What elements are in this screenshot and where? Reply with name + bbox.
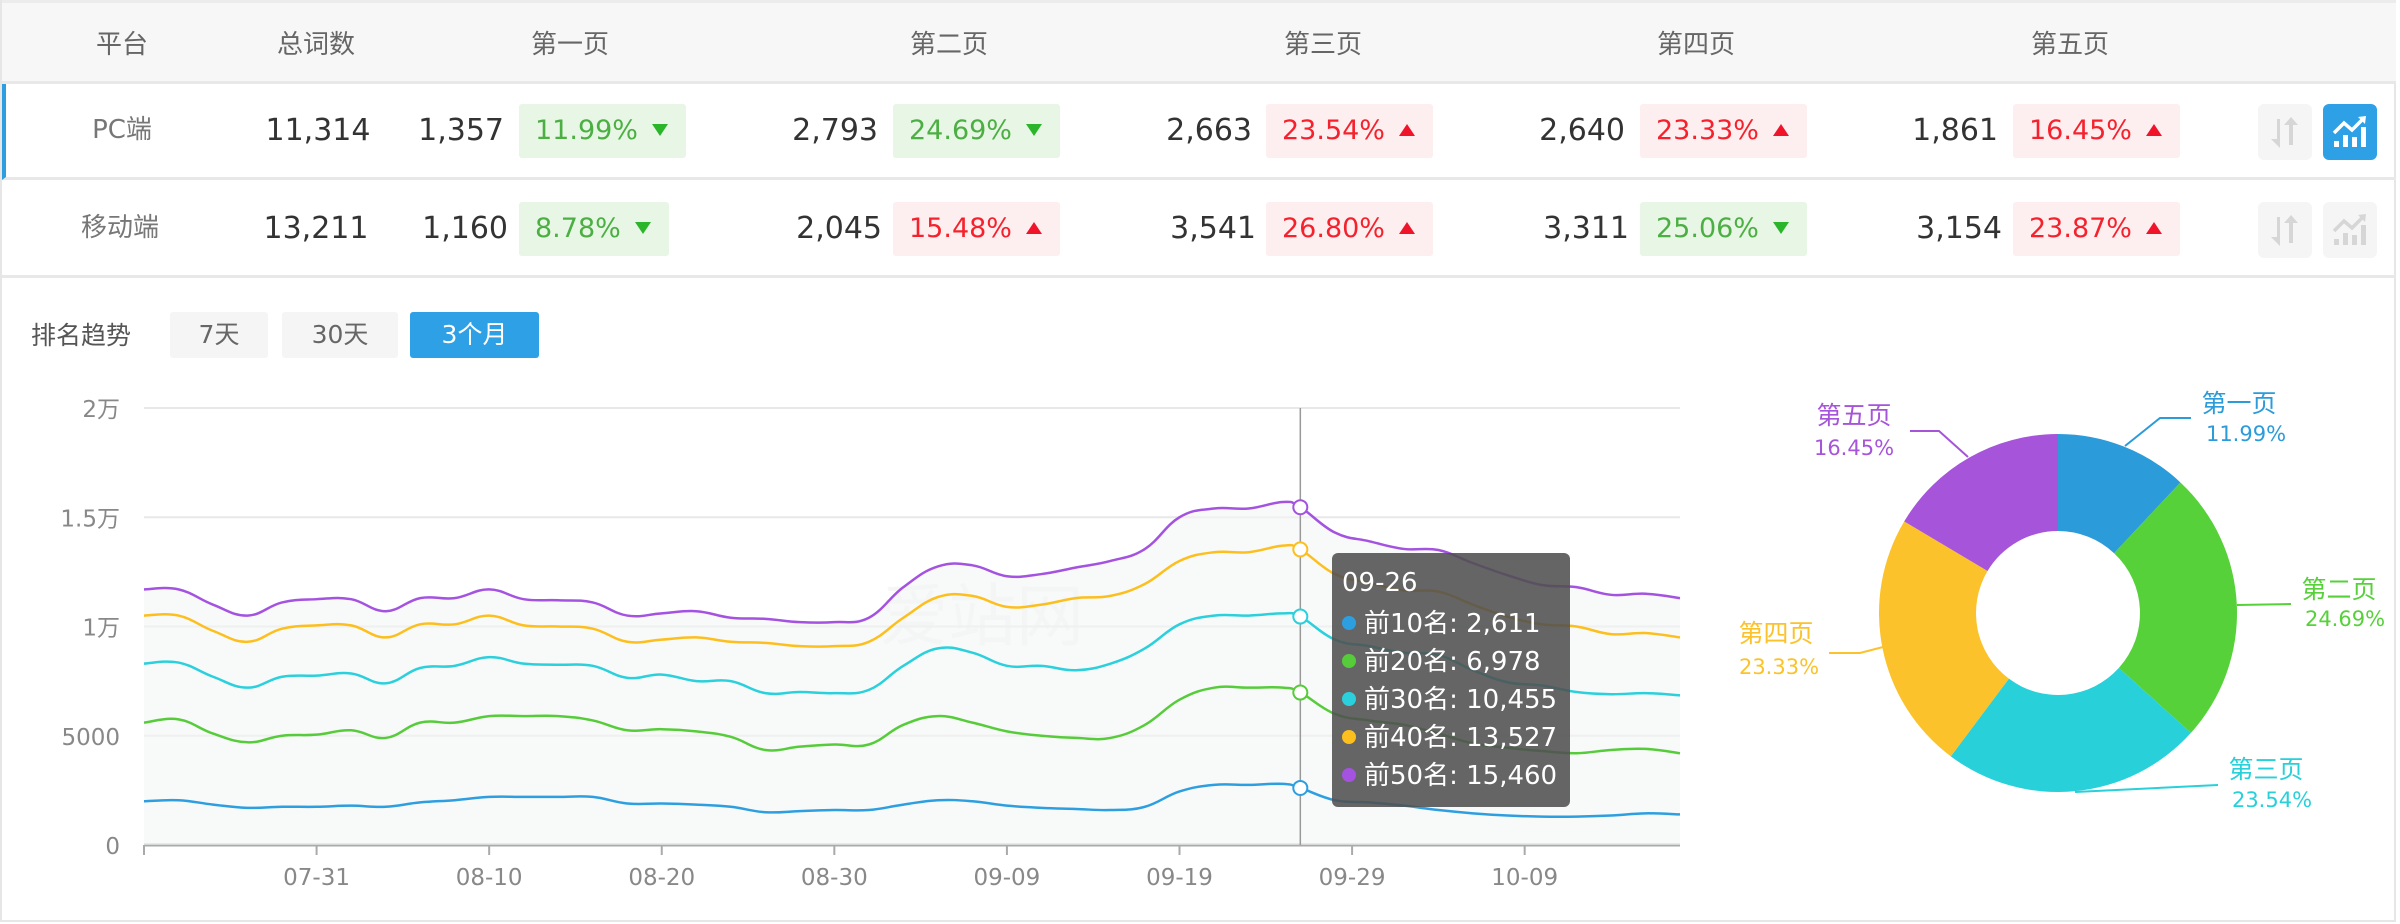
header-page4: 第四页 xyxy=(1656,30,1736,60)
series-dot-icon xyxy=(1342,653,1356,668)
pie-slice-percent: 24.69% xyxy=(2304,607,2386,631)
trend-title: 排名趋势 xyxy=(31,321,132,350)
percent-value: 16.45% xyxy=(2029,115,2132,146)
header-page2: 第二页 xyxy=(909,30,989,60)
page1-count: 1,357 xyxy=(418,113,504,148)
page5-percent-badge: 23.87% xyxy=(2013,202,2180,256)
header-page1: 第一页 xyxy=(530,30,610,60)
tooltip-item: 前10名: 2,611 xyxy=(1342,605,1560,643)
tooltip-value: 前40名: 13,527 xyxy=(1364,723,1558,753)
sort-arrows-icon xyxy=(2271,117,2298,148)
page4-percent-badge: 25.06% xyxy=(1640,202,1807,256)
pie-slice-percent: 23.54% xyxy=(2231,788,2313,812)
total-words-cell: 11,314 xyxy=(265,113,371,148)
series-dot-icon xyxy=(1342,615,1356,630)
pie-slice-percent: 16.45% xyxy=(1813,436,1895,460)
range-7days-button[interactable]: 7天 xyxy=(170,312,268,358)
pie-slice-percent: 23.33% xyxy=(1738,655,1820,679)
trend-chart-button[interactable] xyxy=(2323,202,2377,258)
pie-slice-name: 第二页 xyxy=(2301,575,2377,604)
triangle-up-icon xyxy=(1025,221,1042,234)
trend-chart-icon xyxy=(2332,116,2366,147)
page2-count: 2,793 xyxy=(792,113,878,148)
page1-percent-badge: 11.99% xyxy=(519,104,686,158)
tooltip-item: 前40名: 13,527 xyxy=(1342,719,1560,757)
tooltip-value: 前20名: 6,978 xyxy=(1364,647,1541,677)
page3-percent-badge: 23.54% xyxy=(1266,104,1433,158)
platform-cell: PC端 xyxy=(92,115,152,145)
chart-tooltip: 09-26 前10名: 2,611 前20名: 6,978 前30名: 10,455… xyxy=(1332,553,1570,807)
tooltip-item: 前20名: 6,978 xyxy=(1342,643,1560,681)
page1-count: 1,160 xyxy=(422,211,508,246)
page2-percent-badge: 15.48% xyxy=(893,202,1060,256)
triangle-up-icon xyxy=(2145,123,2162,136)
page5-count: 3,154 xyxy=(1916,211,2002,246)
series-dot-icon xyxy=(1342,767,1356,782)
page2-percent-badge: 24.69% xyxy=(893,104,1060,158)
triangle-down-icon xyxy=(634,221,651,234)
page5-count: 1,861 xyxy=(1912,113,1998,148)
sort-button[interactable] xyxy=(2258,104,2312,160)
table-row[interactable]: 移动端 13,211 1,160 8.78% 2,045 15.48% 3,541 26.80… xyxy=(2,182,2396,278)
triangle-down-icon xyxy=(651,123,668,136)
tooltip-value: 前50名: 15,460 xyxy=(1364,761,1558,791)
page3-count: 2,663 xyxy=(1166,113,1252,148)
page3-count: 3,541 xyxy=(1170,211,1256,246)
pie-slice-name: 第四页 xyxy=(1738,619,1814,648)
page3-percent-badge: 26.80% xyxy=(1266,202,1433,256)
pie-slice-name: 第五页 xyxy=(1816,401,1892,430)
percent-value: 15.48% xyxy=(909,213,1012,244)
triangle-up-icon xyxy=(1398,221,1415,234)
pie-slice-name: 第一页 xyxy=(2201,389,2277,418)
pie-slice-percent: 11.99% xyxy=(2205,422,2287,446)
page5-percent-badge: 16.45% xyxy=(2013,104,2180,158)
table-header: 平台 总词数 第一页 第二页 第三页 第四页 第五页 xyxy=(2,0,2396,84)
percent-value: 23.54% xyxy=(1282,115,1385,146)
percent-value: 23.87% xyxy=(2029,213,2132,244)
series-dot-icon xyxy=(1342,729,1356,744)
sort-button[interactable] xyxy=(2258,202,2312,258)
header-page3: 第三页 xyxy=(1283,30,1363,60)
header-total: 总词数 xyxy=(276,30,356,60)
triangle-up-icon xyxy=(2145,221,2162,234)
page4-count: 3,311 xyxy=(1543,211,1629,246)
percent-value: 8.78% xyxy=(535,213,621,244)
header-platform: 平台 xyxy=(95,30,149,60)
tooltip-value: 前10名: 2,611 xyxy=(1364,609,1541,639)
page4-count: 2,640 xyxy=(1539,113,1625,148)
total-words-cell: 13,211 xyxy=(263,211,369,246)
trend-chart-icon xyxy=(2332,214,2366,245)
platform-cell: 移动端 xyxy=(80,213,160,243)
page4-percent-badge: 23.33% xyxy=(1640,104,1807,158)
triangle-down-icon xyxy=(1772,221,1789,234)
header-page5: 第五页 xyxy=(2030,30,2110,60)
percent-value: 24.69% xyxy=(909,115,1012,146)
page2-count: 2,045 xyxy=(796,211,882,246)
percent-value: 23.33% xyxy=(1656,115,1759,146)
pie-slice-name: 第三页 xyxy=(2228,755,2304,784)
tooltip-date: 09-26 xyxy=(1342,568,1418,598)
sort-arrows-icon xyxy=(2271,215,2298,246)
trend-chart-button[interactable] xyxy=(2323,104,2377,160)
tooltip-item: 前50名: 15,460 xyxy=(1342,757,1560,795)
series-dot-icon xyxy=(1342,691,1356,706)
triangle-down-icon xyxy=(1025,123,1042,136)
percent-value: 25.06% xyxy=(1656,213,1759,244)
triangle-up-icon xyxy=(1772,123,1789,136)
tooltip-value: 前30名: 10,455 xyxy=(1364,685,1558,715)
triangle-up-icon xyxy=(1398,123,1415,136)
tooltip-item: 前30名: 10,455 xyxy=(1342,681,1560,719)
range-3months-button[interactable]: 3个月 xyxy=(410,312,539,358)
table-row[interactable]: PC端 11,314 1,357 11.99% 2,793 24.69% 2,663 23.5… xyxy=(2,84,2396,180)
percent-value: 11.99% xyxy=(535,115,638,146)
percent-value: 26.80% xyxy=(1282,213,1385,244)
range-30days-button[interactable]: 30天 xyxy=(282,312,398,358)
page1-percent-badge: 8.78% xyxy=(519,202,669,256)
